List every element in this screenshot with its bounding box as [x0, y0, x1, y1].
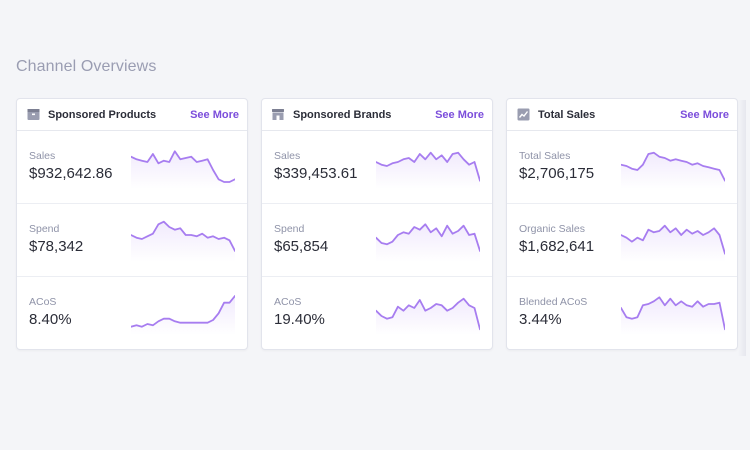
- metric-label: ACoS: [274, 296, 302, 308]
- metric-label: Total Sales: [519, 150, 571, 162]
- metric-label: Sales: [29, 150, 56, 162]
- sparkline-chart: [131, 295, 235, 335]
- sparkline-chart: [376, 223, 480, 262]
- metric-label: Organic Sales: [519, 223, 585, 235]
- sparkline-chart: [376, 297, 480, 335]
- trend-chart-icon: [516, 108, 530, 122]
- card-sponsored-brands: Sponsored Brands See More Sales $339,453…: [261, 98, 493, 350]
- metric-row: Blended ACoS 3.44%: [507, 277, 737, 349]
- metric-row: Spend $78,342: [17, 204, 247, 277]
- page-title: Channel Overviews: [16, 58, 157, 75]
- sparkline-line: [621, 224, 725, 255]
- card-title: Sponsored Brands: [293, 108, 392, 121]
- metric-value: 19.40%: [274, 311, 325, 328]
- sparkline-chart: [376, 151, 480, 189]
- metric-value: $2,706,175: [519, 165, 595, 182]
- see-more-link[interactable]: See More: [680, 108, 729, 121]
- metric-row: Sales $932,642.86: [17, 131, 247, 204]
- metric-label: Spend: [29, 223, 60, 235]
- card-header: Total Sales See More: [507, 99, 737, 131]
- sparkline-chart: [131, 220, 235, 262]
- sparkline-chart: [621, 296, 725, 335]
- sparkline-line: [131, 220, 235, 252]
- metric-row: ACoS 8.40%: [17, 277, 247, 349]
- sparkline-line: [131, 295, 235, 328]
- sparkline-area: [621, 297, 725, 335]
- sparkline-area: [621, 225, 725, 262]
- card-header: Sponsored Brands See More: [262, 99, 492, 131]
- sparkline-area: [131, 221, 235, 262]
- card-title: Total Sales: [538, 108, 596, 121]
- metric-value: $339,453.61: [274, 165, 358, 182]
- metric-value: 8.40%: [29, 311, 72, 328]
- card-total-sales: Total Sales See More Total Sales $2,706,…: [506, 98, 738, 350]
- scroll-edge-shadow: [738, 100, 746, 356]
- sparkline-chart: [131, 150, 235, 189]
- card-sponsored-products: Sponsored Products See More Sales $932,6…: [16, 98, 248, 350]
- sparkline-line: [376, 151, 480, 182]
- metric-value: $65,854: [274, 238, 329, 255]
- metric-label: ACoS: [29, 296, 57, 308]
- card-title: Sponsored Products: [48, 108, 157, 121]
- sparkline-area: [131, 151, 235, 189]
- sparkline-area: [131, 296, 235, 335]
- see-more-link[interactable]: See More: [190, 108, 239, 121]
- sparkline-line: [621, 296, 725, 331]
- metric-label: Blended ACoS: [519, 296, 588, 308]
- sparkline-line: [376, 297, 480, 331]
- metric-value: 3.44%: [519, 311, 562, 328]
- metric-value: $78,342: [29, 238, 84, 255]
- channel-cards: Sponsored Products See More Sales $932,6…: [16, 98, 746, 350]
- sparkline-area: [621, 152, 725, 189]
- metric-row: Sales $339,453.61: [262, 131, 492, 204]
- see-more-link[interactable]: See More: [435, 108, 484, 121]
- sparkline-area: [376, 152, 480, 189]
- metric-row: ACoS 19.40%: [262, 277, 492, 349]
- box-icon: [26, 108, 40, 122]
- metric-row: Total Sales $2,706,175: [507, 131, 737, 204]
- card-header: Sponsored Products See More: [17, 99, 247, 131]
- storefront-icon: [271, 108, 285, 122]
- metric-label: Sales: [274, 150, 301, 162]
- sparkline-chart: [621, 151, 725, 189]
- sparkline-chart: [621, 224, 725, 262]
- sparkline-area: [376, 224, 480, 262]
- sparkline-line: [131, 150, 235, 183]
- sparkline-line: [621, 151, 725, 182]
- metric-value: $932,642.86: [29, 165, 113, 182]
- metric-label: Spend: [274, 223, 305, 235]
- metric-row: Spend $65,854: [262, 204, 492, 277]
- metric-value: $1,682,641: [519, 238, 595, 255]
- metric-row: Organic Sales $1,682,641: [507, 204, 737, 277]
- sparkline-line: [376, 223, 480, 252]
